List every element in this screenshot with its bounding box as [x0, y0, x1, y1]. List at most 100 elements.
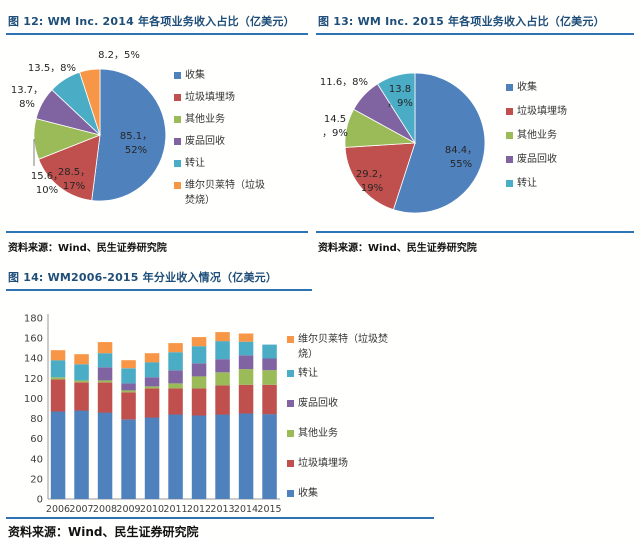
bar-segment-2010: [144, 377, 160, 387]
legend-label: 垃圾填埋场: [517, 106, 567, 117]
legend-label: 废品回收: [185, 136, 225, 147]
pie-data-label: 13.8: [389, 84, 411, 95]
x-axis-category-label: 2015: [257, 504, 281, 515]
pie-data-label: 15.6，: [31, 171, 63, 182]
legend-label: 转让: [517, 178, 537, 189]
pie-2014-svg: 85.1， 52% 28.5， 17%15.6， 10% 13.7， 8% 13.5，8% 8.…: [11, 50, 167, 202]
bar-segment-2008: [97, 382, 113, 413]
pie-data-label: ，9%: [322, 128, 348, 139]
pie-slice-1: [344, 142, 416, 211]
bar-segment-2015: [262, 358, 277, 371]
bar-segment-2006: [50, 411, 66, 499]
legend-marker: [287, 370, 294, 377]
legend-item: 收集: [287, 487, 392, 502]
legend-label: 废品回收: [298, 398, 338, 409]
x-axis-category-label: 2007: [69, 504, 93, 515]
figure-14-separator: [6, 517, 434, 519]
x-axis-category-label: 2011: [163, 504, 187, 515]
pie-slice-0: [392, 72, 486, 214]
figure-12-separator: [6, 231, 308, 233]
legend-item: 垃圾填埋场: [506, 105, 597, 120]
bar-segment-2011: [168, 370, 183, 384]
legend-label: 维尔贝莱特（垃圾焚烧）: [185, 180, 265, 206]
bar-segment-2013: [215, 332, 230, 342]
figure-13: 图 13: WM Inc. 2015 年各项业务收入占比（亿美元） 84.4， 5…: [316, 8, 634, 254]
y-axis-tick-label: 140: [24, 354, 43, 365]
bar-segment-2012: [191, 376, 207, 389]
bar-segment-2006: [50, 379, 66, 412]
bar-segment-2008: [97, 380, 113, 383]
legend-marker: [174, 160, 181, 167]
legend-marker: [506, 108, 513, 115]
bar-segment-2015: [262, 384, 277, 415]
legend-marker: [287, 336, 294, 343]
figure-14: 图 14: WM2006-2015 年分业收入情况（亿美元） 0 20 40 60 80…: [6, 264, 434, 539]
pie-data-label: 52%: [125, 145, 147, 156]
legend-label: 收集: [517, 82, 537, 93]
pie-data-label: 14.5: [324, 114, 346, 125]
pie-data-label: 29.2，: [356, 169, 388, 180]
bar-segment-2014: [238, 333, 254, 342]
bar-segment-2006: [50, 350, 66, 361]
legend-label: 垃圾填埋场: [298, 458, 348, 469]
y-axis-tick-label: 40: [30, 454, 43, 465]
bar-segment-2014: [238, 355, 254, 370]
legend-label: 其他业务: [517, 130, 557, 141]
pie-data-label: 8.2，5%: [98, 50, 140, 61]
bar-segment-2009: [121, 368, 136, 384]
bar-segment-2008: [97, 342, 113, 354]
legend-item: 转让: [287, 367, 392, 382]
bar-segment-2011: [168, 343, 183, 353]
y-axis-tick-label: 0: [37, 495, 43, 506]
bar-segment-2007: [74, 410, 89, 499]
legend-label: 收集: [185, 70, 205, 81]
bar-segment-2012: [191, 346, 207, 364]
legend-marker: [174, 138, 181, 145]
legend-label: 垃圾填埋场: [185, 92, 235, 103]
bar-segment-2014: [238, 413, 254, 499]
bar-segment-2013: [215, 372, 230, 386]
y-axis-tick-label: 160: [24, 334, 43, 345]
bar-segment-2010: [144, 362, 160, 378]
pie-data-label: 13.7，: [11, 85, 43, 96]
figure-12: 图 12: WM Inc. 2014 年各项业务收入占比（亿美元） 85.1， 5…: [6, 8, 308, 254]
bar-segment-2012: [191, 388, 207, 416]
pie-data-label: 10%: [36, 185, 58, 196]
bar-segment-2007: [74, 382, 89, 411]
bar-segment-2006: [50, 377, 66, 380]
figure-12-source: 资料来源：Wind、民生证券研究院: [8, 243, 167, 254]
bar-segment-2009: [121, 383, 136, 391]
bar-segment-2014: [238, 369, 254, 385]
bar-segment-2013: [215, 359, 230, 373]
pie-data-label: 8%: [19, 99, 35, 110]
legend-item: 废品回收: [287, 397, 392, 412]
x-axis-category-label: 2009: [116, 504, 140, 515]
legend-item: 废品回收: [506, 153, 597, 168]
bar-segment-2009: [121, 390, 136, 393]
pie-data-label: 55%: [450, 159, 472, 170]
bar-segment-2013: [215, 385, 230, 415]
legend-item: 其他业务: [174, 113, 265, 128]
bar-segment-2008: [97, 412, 113, 499]
bar-segment-2012: [191, 337, 207, 347]
bar-segment-2013: [215, 414, 230, 499]
bar-segment-2013: [215, 341, 230, 360]
legend-marker: [174, 182, 181, 189]
figure-13-source: 资料来源：Wind、民生证券研究院: [318, 243, 477, 254]
legend-label: 收集: [298, 488, 318, 499]
legend-item: 维尔贝莱特（垃圾焚烧）: [174, 179, 265, 208]
pie-data-label: 85.1，: [120, 131, 152, 142]
legend-item: 收集: [174, 69, 265, 84]
pie-data-label: ，9%: [387, 98, 413, 109]
x-axis-category-label: 2008: [93, 504, 117, 515]
figure-14-title: 图 14: WM2006-2015 年分业收入情况（亿美元）: [6, 264, 312, 291]
x-axis-category-label: 2006: [46, 504, 70, 515]
pie-2014-chart: 85.1， 52% 28.5， 17% 15.6， 10% 13.7， 8% 13.5，8% 8.…: [6, 35, 308, 231]
bar-segment-2011: [168, 352, 183, 371]
y-axis-tick-label: 100: [24, 394, 43, 405]
pie-2015-chart: 84.4， 55% 29.2， 19% 14.5 ，9% 11.6，8% 13.8 ，9% 收集…: [316, 35, 634, 231]
x-axis-category-label: 2012: [187, 504, 211, 515]
figure-12-title: 图 12: WM Inc. 2014 年各项业务收入占比（亿美元）: [6, 8, 308, 35]
bar-chart-svg: 0 20 40 60 80 100 120 140 160 180 2006 2007 2008 2009…: [24, 314, 282, 516]
